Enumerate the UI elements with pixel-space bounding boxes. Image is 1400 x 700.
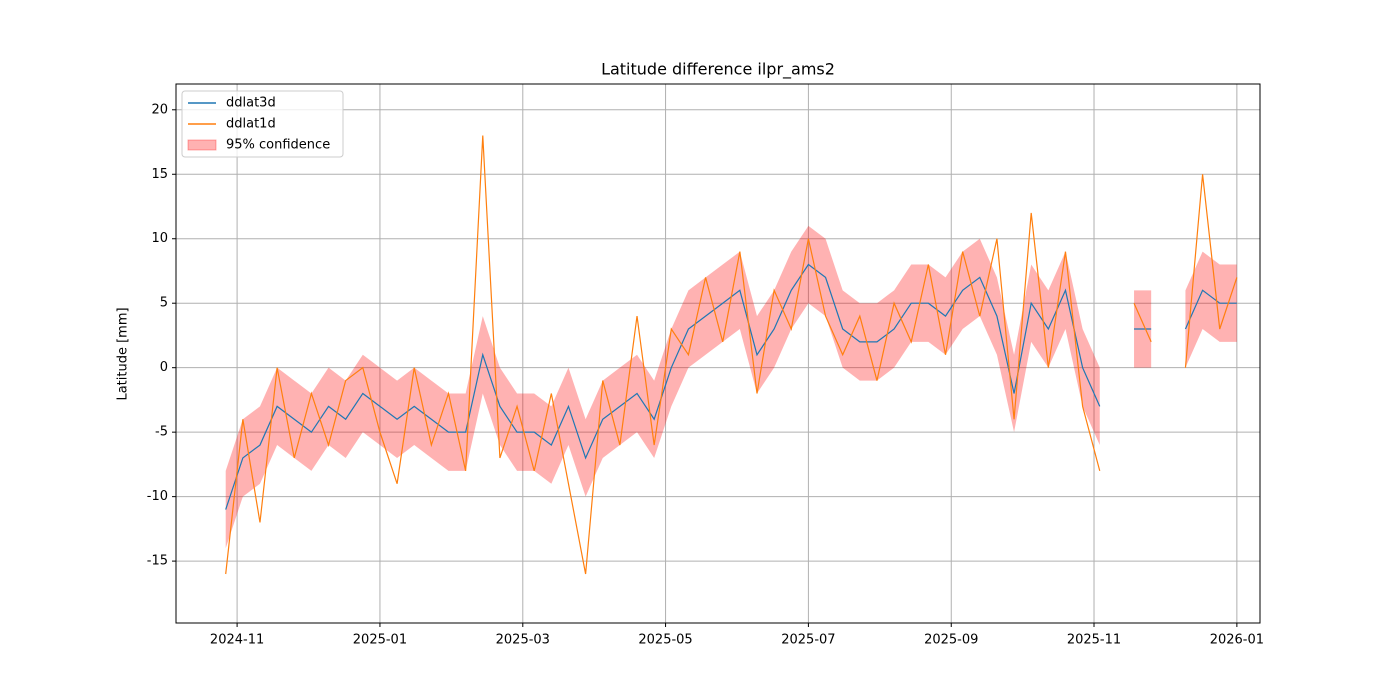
y-tick-label: -5 <box>155 425 168 440</box>
chart-title: Latitude difference ilpr_ams2 <box>601 60 835 80</box>
x-tick-label: 2024-11 <box>210 633 264 648</box>
x-tick-label: 2025-11 <box>1067 633 1121 648</box>
y-tick-label: 15 <box>151 167 168 182</box>
series-line <box>1184 174 1238 368</box>
x-tick-label: 2025-03 <box>496 633 550 648</box>
series-line <box>225 135 1101 575</box>
legend-swatch <box>187 139 217 151</box>
plot-frame <box>175 83 1261 624</box>
legend-label: ddlat3d <box>226 96 276 111</box>
x-tick-label: 2025-09 <box>924 633 978 648</box>
y-tick-label: -15 <box>147 554 168 569</box>
x-tick-label: 2026-01 <box>1210 633 1264 648</box>
legend-label: ddlat1d <box>226 117 276 132</box>
x-tick-label: 2025-05 <box>638 633 692 648</box>
confidence-band <box>1185 251 1237 368</box>
y-tick-label: 0 <box>160 360 168 375</box>
x-tick-label: 2025-01 <box>353 633 407 648</box>
x-tick-label: 2025-07 <box>781 633 835 648</box>
y-tick-label: 10 <box>151 231 168 246</box>
y-axis-label: Latitude [mm] <box>116 307 131 400</box>
series-line <box>1133 302 1152 343</box>
legend-label: 95% confidence <box>226 138 330 153</box>
y-tick-label: 20 <box>151 102 168 117</box>
legend-box <box>181 90 344 158</box>
y-tick-label: 5 <box>160 296 168 311</box>
y-tick-label: -10 <box>147 489 168 504</box>
